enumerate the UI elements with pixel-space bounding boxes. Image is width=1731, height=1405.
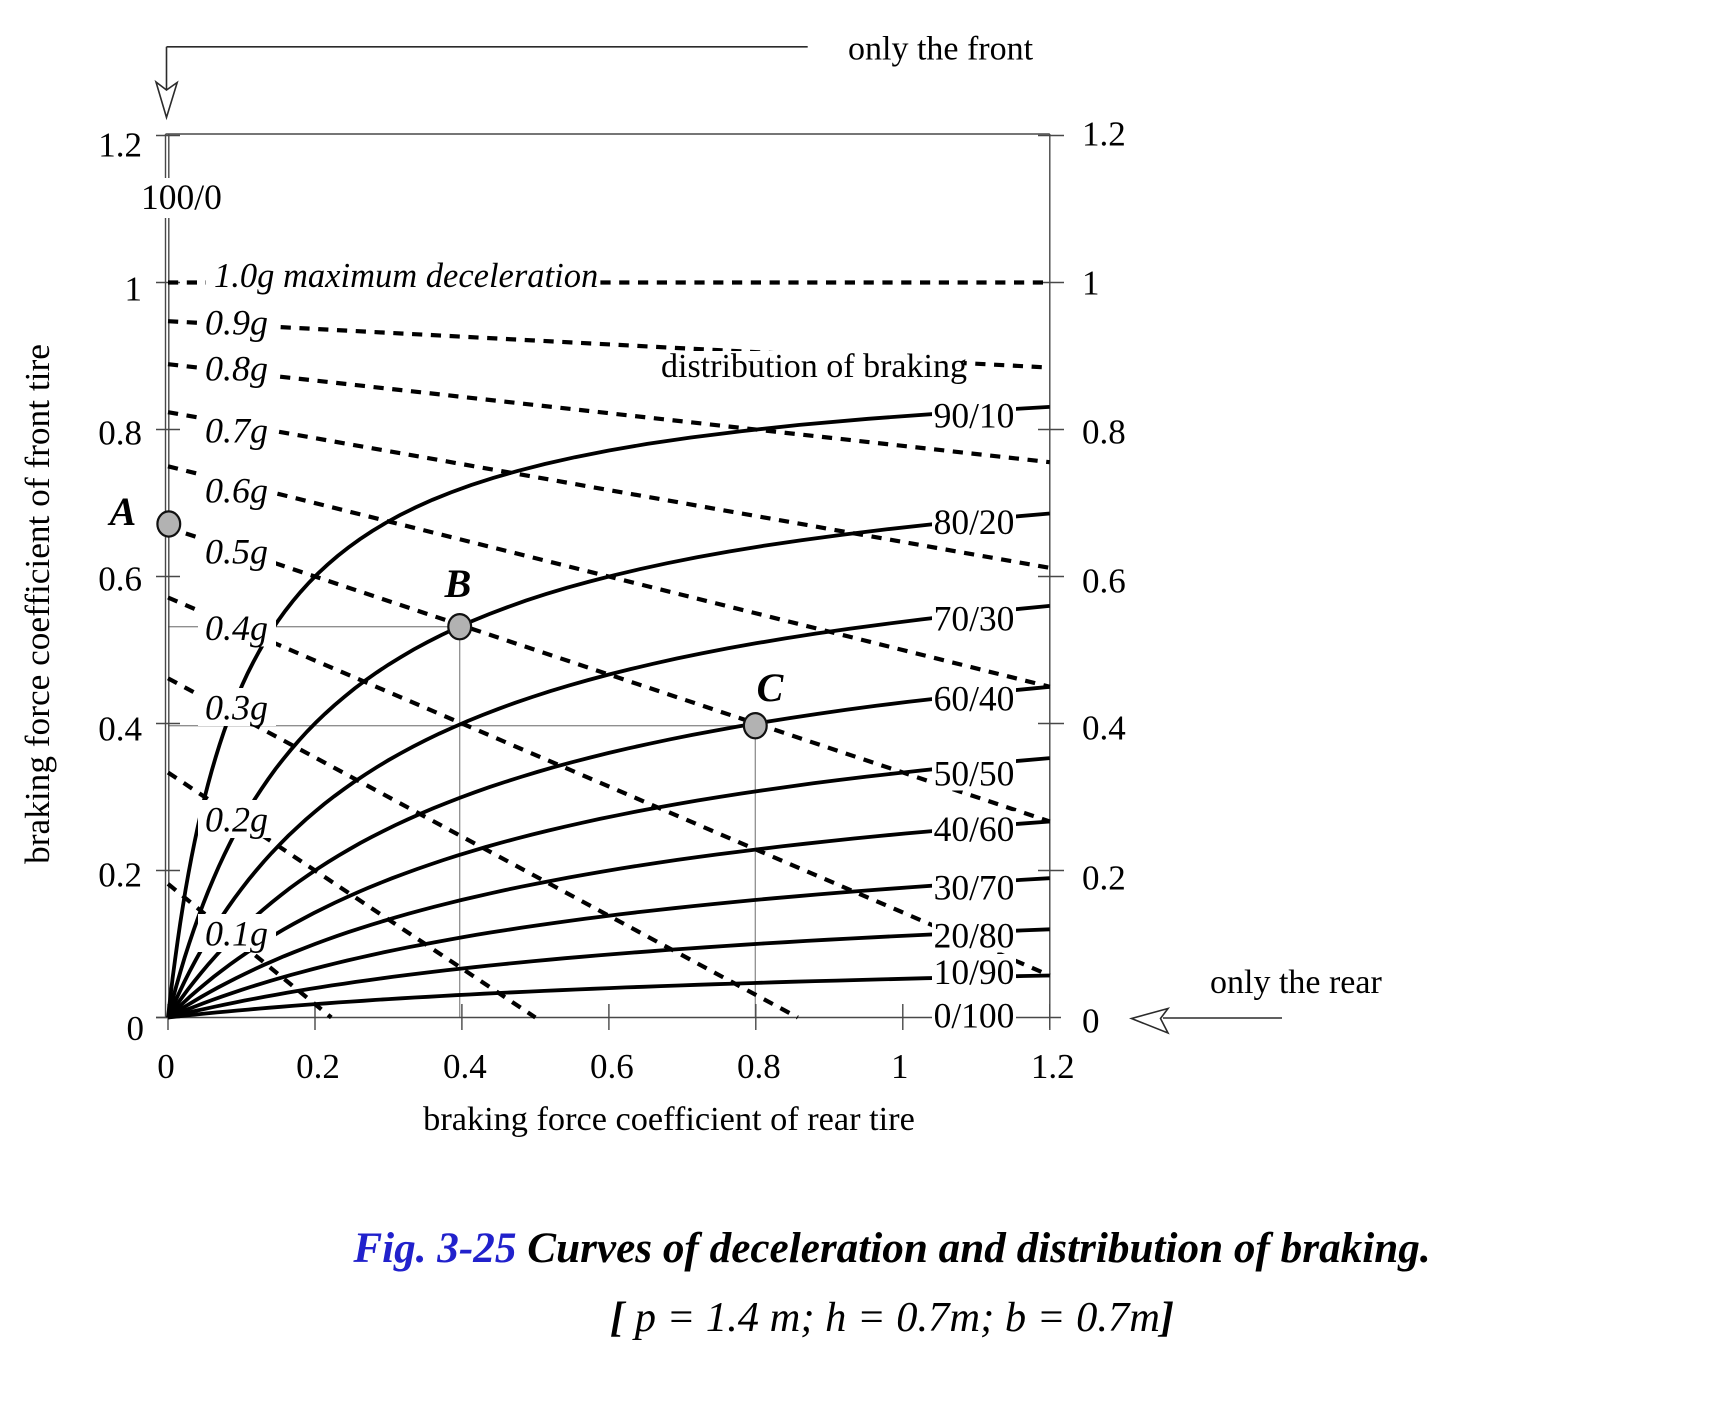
svg-text:1: 1 [1082, 264, 1100, 303]
svg-text:80/20: 80/20 [934, 502, 1015, 542]
svg-text:0.6: 0.6 [590, 1047, 634, 1086]
svg-text:0.4: 0.4 [443, 1047, 487, 1086]
svg-text:0.8: 0.8 [1082, 413, 1126, 452]
svg-text:0.9g: 0.9g [205, 303, 268, 343]
svg-text:only the front: only the front [848, 31, 1034, 68]
svg-text:0.8: 0.8 [98, 414, 142, 453]
svg-text:50/50: 50/50 [934, 754, 1015, 794]
svg-text:0.2g: 0.2g [205, 800, 268, 840]
svg-text:70/30: 70/30 [934, 599, 1015, 639]
svg-text:0: 0 [157, 1047, 175, 1086]
svg-text:0.8: 0.8 [737, 1047, 781, 1086]
svg-text:only the rear: only the rear [1210, 964, 1382, 1001]
svg-text:0.2: 0.2 [1082, 859, 1126, 898]
svg-text:0.7g: 0.7g [205, 411, 268, 451]
svg-text:braking force coefficient of r: braking force coefficient of rear tire [423, 1100, 915, 1138]
svg-text:30/70: 30/70 [934, 868, 1015, 908]
svg-text:Fig. 3-25 Curves of decelerati: Fig. 3-25 Curves of deceleration and dis… [352, 1225, 1430, 1272]
svg-text:1.2: 1.2 [1082, 115, 1126, 154]
svg-text:A: A [107, 489, 137, 534]
svg-text:1: 1 [891, 1047, 909, 1086]
svg-text:C: C [757, 665, 785, 710]
svg-text:0.2: 0.2 [296, 1047, 340, 1086]
svg-text:1.2: 1.2 [98, 126, 142, 165]
svg-text:[ p = 1.4 m; h = 0.7m; b = 0.7: [ p = 1.4 m; h = 0.7m; b = 0.7m] [610, 1294, 1174, 1341]
svg-text:0.2: 0.2 [98, 856, 142, 895]
svg-text:distribution of braking: distribution of braking [661, 348, 967, 385]
svg-text:braking force coefficient of f: braking force coefficient of front tire [18, 344, 57, 864]
svg-text:1.2: 1.2 [1031, 1047, 1075, 1086]
svg-text:0.4g: 0.4g [205, 608, 268, 648]
svg-text:100/0: 100/0 [141, 177, 222, 217]
svg-text:0.6: 0.6 [1082, 562, 1126, 601]
svg-text:0/100: 0/100 [934, 996, 1015, 1036]
svg-text:0.8g: 0.8g [205, 349, 268, 389]
svg-text:90/10: 90/10 [934, 396, 1015, 436]
svg-text:40/60: 40/60 [934, 809, 1015, 849]
svg-text:0.3g: 0.3g [205, 688, 268, 728]
svg-text:20/80: 20/80 [934, 916, 1015, 956]
svg-text:10/90: 10/90 [934, 952, 1015, 992]
svg-text:0: 0 [127, 1009, 145, 1048]
svg-text:B: B [444, 561, 472, 606]
svg-text:0.5g: 0.5g [205, 532, 268, 572]
svg-text:0.1g: 0.1g [205, 914, 268, 954]
svg-text:1.0g maximum deceleration: 1.0g maximum deceleration [214, 257, 598, 295]
svg-text:0.6: 0.6 [98, 560, 142, 599]
svg-text:60/40: 60/40 [934, 679, 1015, 719]
svg-text:0: 0 [1082, 1002, 1100, 1041]
svg-text:0.6g: 0.6g [205, 471, 268, 511]
svg-text:0.4: 0.4 [98, 710, 142, 749]
svg-text:0.4: 0.4 [1082, 709, 1126, 748]
svg-text:1: 1 [125, 270, 143, 309]
